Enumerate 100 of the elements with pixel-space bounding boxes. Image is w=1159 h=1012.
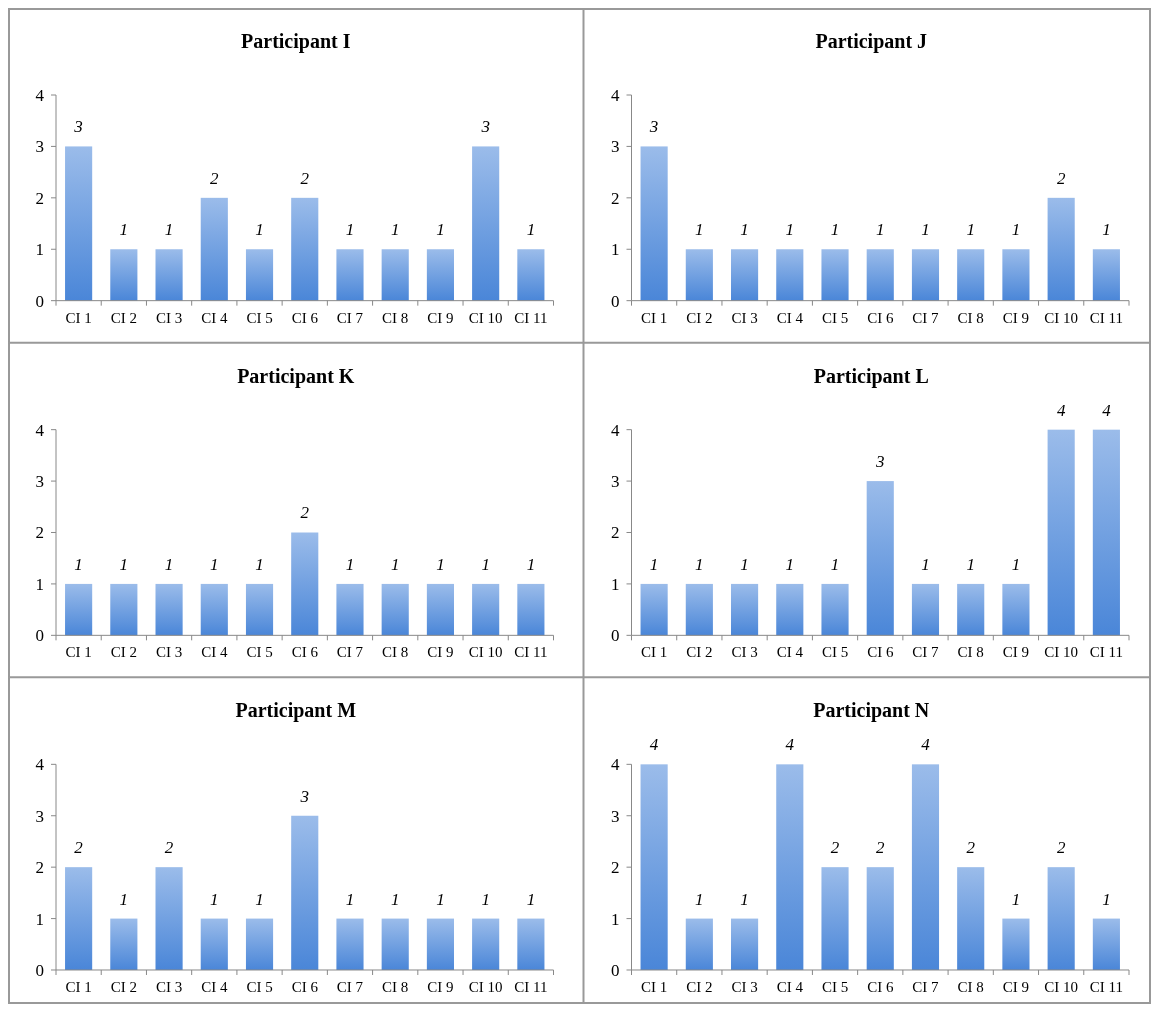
bar: [731, 249, 759, 301]
bar: [1002, 918, 1030, 970]
data-label: 1: [966, 554, 975, 574]
bar: [640, 764, 668, 970]
data-label: 1: [526, 889, 536, 909]
data-label: 1: [481, 554, 490, 574]
bar: [1047, 429, 1075, 636]
x-tick-label: CI 7: [912, 644, 940, 661]
x-tick-label: CI 11: [514, 644, 548, 661]
x-tick-label: CI 10: [468, 644, 503, 661]
bar: [821, 583, 849, 636]
data-label: 1: [695, 889, 704, 909]
bar: [245, 918, 274, 970]
bar: [1092, 429, 1120, 636]
data-label: 3: [648, 117, 659, 137]
data-label: 1: [74, 554, 83, 574]
data-label: 1: [1102, 889, 1111, 909]
x-tick-label: CI 2: [686, 644, 713, 661]
bar: [291, 815, 319, 970]
x-tick-label: CI 9: [1002, 309, 1030, 326]
data-label: 1: [740, 554, 749, 574]
x-tick-label: CI 7: [336, 979, 364, 995]
y-tick-label: 3: [611, 806, 620, 826]
data-label: 1: [119, 889, 129, 909]
x-tick-label: CI 5: [246, 309, 273, 326]
data-label: 1: [740, 889, 749, 909]
data-label: 2: [830, 838, 840, 858]
x-tick-label: CI 1: [65, 309, 92, 326]
bar: [685, 249, 713, 301]
data-label: 1: [695, 220, 704, 240]
y-tick-label: 4: [611, 420, 620, 440]
bar: [200, 197, 228, 301]
bar: [821, 867, 849, 970]
x-tick-label: CI 1: [640, 644, 668, 661]
data-label: 4: [1056, 400, 1066, 420]
y-tick-label: 4: [35, 755, 45, 775]
bar: [1047, 867, 1075, 970]
data-label: 2: [164, 838, 174, 858]
y-tick-label: 0: [611, 960, 620, 980]
x-tick-label: CI 4: [776, 644, 804, 661]
y-tick-label: 1: [35, 909, 44, 929]
bar: [110, 918, 138, 970]
data-label: 1: [255, 554, 264, 574]
bar: [821, 249, 849, 301]
bar: [731, 918, 759, 970]
bar: [957, 249, 985, 301]
x-tick-label: CI 11: [1089, 644, 1123, 661]
data-label: 4: [1102, 400, 1112, 420]
x-tick-label: CI 8: [957, 309, 984, 326]
bar: [640, 146, 668, 301]
y-tick-label: 3: [611, 472, 620, 492]
bar: [291, 197, 319, 301]
y-tick-label: 2: [611, 858, 620, 878]
bar: [866, 249, 894, 301]
bar: [65, 867, 93, 970]
data-label: 3: [299, 786, 309, 806]
x-tick-label: CI 11: [514, 309, 548, 326]
bar: [957, 867, 985, 970]
y-tick-label: 4: [35, 420, 45, 440]
y-tick-label: 2: [35, 523, 44, 543]
x-tick-label: CI 3: [731, 309, 758, 326]
x-tick-label: CI 2: [110, 309, 137, 326]
x-tick-label: CI 2: [110, 979, 137, 995]
data-label: 1: [390, 889, 400, 909]
data-label: 1: [210, 554, 219, 574]
y-tick-label: 2: [35, 858, 44, 878]
y-tick-label: 0: [35, 626, 44, 646]
bar: [776, 764, 804, 970]
x-tick-label: CI 2: [686, 309, 713, 326]
x-tick-label: CI 1: [65, 979, 92, 995]
x-tick-label: CI 5: [246, 644, 273, 661]
x-tick-label: CI 6: [291, 644, 319, 661]
x-tick-label: CI 11: [1089, 979, 1123, 995]
bar: [731, 583, 759, 636]
y-tick-label: 1: [611, 240, 620, 260]
x-tick-label: CI 4: [776, 309, 804, 326]
data-label: 1: [436, 554, 445, 574]
x-tick-label: CI 4: [776, 979, 804, 995]
bar: [866, 867, 894, 970]
y-tick-label: 3: [35, 472, 44, 492]
data-label: 1: [876, 220, 885, 240]
y-tick-label: 4: [35, 85, 45, 105]
chart-title: Participant I: [241, 30, 351, 53]
data-label: 1: [119, 220, 129, 240]
bar: [426, 918, 454, 970]
bar: [1002, 583, 1030, 636]
x-tick-label: CI 1: [65, 644, 92, 661]
data-label: 1: [830, 220, 840, 240]
data-label: 1: [785, 220, 795, 240]
bar: [640, 583, 668, 636]
data-label: 1: [1011, 220, 1021, 240]
bar: [381, 918, 409, 970]
x-tick-label: CI 8: [957, 979, 984, 995]
bar: [1092, 249, 1120, 301]
data-label: 2: [876, 838, 885, 858]
bar: [517, 249, 545, 301]
x-tick-label: CI 3: [731, 644, 758, 661]
bar: [245, 249, 274, 301]
y-tick-label: 3: [35, 806, 44, 826]
x-tick-label: CI 5: [821, 309, 849, 326]
